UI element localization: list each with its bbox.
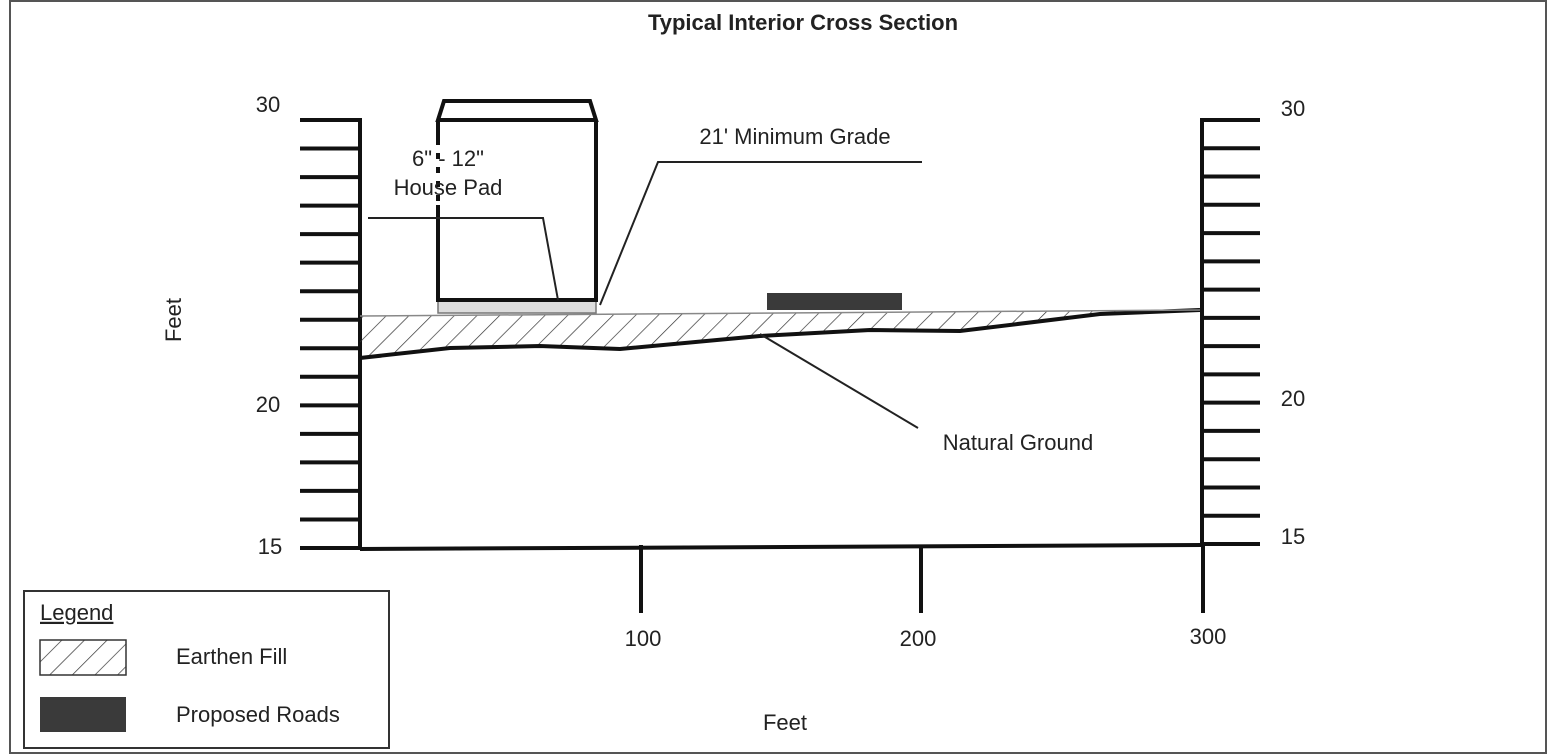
tick-label: 300 [1190,624,1227,649]
axis-title: Feet [763,710,807,735]
leader [599,161,922,306]
annotation: 6" - 12" [412,146,484,171]
tick-label: 20 [256,392,280,417]
tick-label: 200 [900,626,937,651]
road [767,293,902,310]
leader [368,217,559,301]
title: Typical Interior Cross Section [648,10,958,35]
grade-line [359,309,1201,317]
tick-label: 30 [1281,96,1305,121]
natural-ground [359,308,1201,360]
legend-swatch [39,639,127,676]
bottom-axis [359,543,1203,551]
tick-label: 100 [625,626,662,651]
annotation: House Pad [394,175,503,200]
roof [435,99,599,122]
axis-title: Feet [161,298,186,342]
house [436,120,598,302]
legend-swatch [40,697,126,732]
tick-label: 15 [1281,524,1305,549]
frame [9,0,1547,754]
tick-label: 30 [256,92,280,117]
legend-item: Proposed Roads [176,702,340,727]
leader [759,333,919,429]
annotation: Natural Ground [943,430,1093,455]
axes [300,118,1260,613]
legend-item: Earthen Fill [176,644,287,669]
annotation: 21' Minimum Grade [699,124,890,149]
tick-label: 15 [258,534,282,559]
legend-title: Legend [40,600,113,625]
tick-label: 20 [1281,386,1305,411]
